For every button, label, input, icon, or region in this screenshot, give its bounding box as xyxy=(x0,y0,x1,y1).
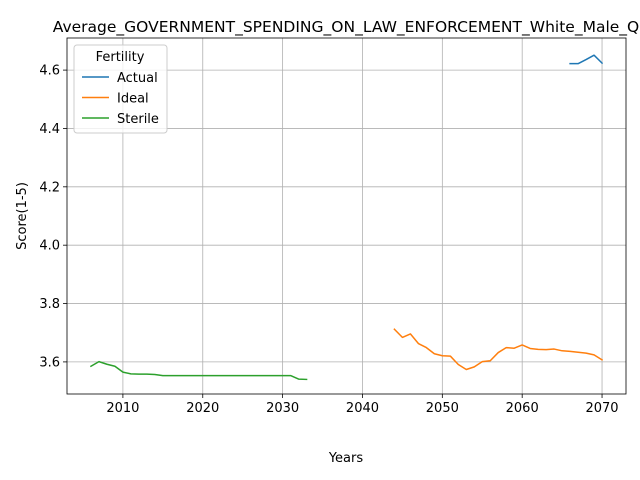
legend: Fertility Actual Ideal Sterile xyxy=(73,44,168,134)
x-tick-label: 2020 xyxy=(186,401,219,416)
series-lines xyxy=(89,54,604,381)
chart-title: Average_GOVERNMENT_SPENDING_ON_LAW_ENFOR… xyxy=(53,18,639,37)
legend-label-sterile: Sterile xyxy=(117,112,159,127)
x-tick-label: 2010 xyxy=(106,401,139,416)
plot-frame xyxy=(66,37,627,395)
x-tick-label: 2030 xyxy=(266,401,299,416)
legend-label-ideal: Ideal xyxy=(117,92,149,107)
legend-title: Fertility xyxy=(96,50,145,65)
series-line-actual xyxy=(569,54,604,65)
y-tick-label: 4.2 xyxy=(39,180,60,195)
y-tick-label: 3.8 xyxy=(39,297,60,312)
x-tick-label: 2050 xyxy=(426,401,459,416)
series-line-ideal xyxy=(393,328,604,371)
x-tick-label: 2070 xyxy=(585,401,618,416)
y-axis-label: Score(1-5) xyxy=(15,182,30,250)
y-tick-label: 4.4 xyxy=(39,122,60,137)
axis-ticks: 2010 2020 2030 2040 2050 2060 2070 3.6 3.8 4.0 4.2… xyxy=(39,64,618,416)
series-line-sterile xyxy=(89,360,308,381)
x-axis-label: Years xyxy=(328,451,364,466)
legend-label-actual: Actual xyxy=(117,71,158,86)
legend-box xyxy=(73,44,168,134)
y-tick-label: 4.6 xyxy=(39,64,60,79)
y-tick-label: 3.6 xyxy=(39,355,60,370)
x-tick-label: 2040 xyxy=(346,401,379,416)
y-tick-label: 4.0 xyxy=(39,239,60,254)
x-tick-label: 2060 xyxy=(506,401,539,416)
